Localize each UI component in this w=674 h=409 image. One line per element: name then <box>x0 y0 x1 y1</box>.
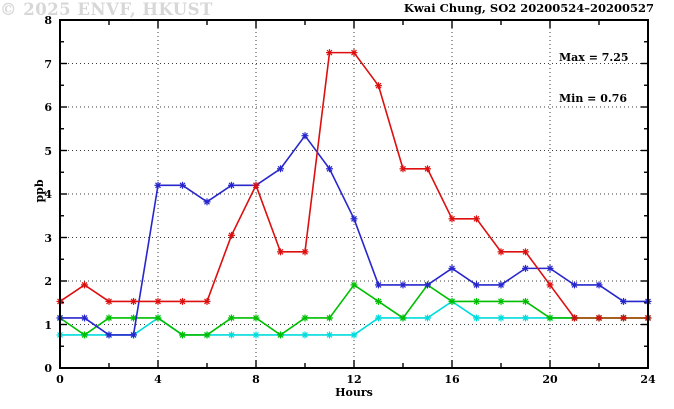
chart-title: Kwai Chung, SO2 20200524–20200527 <box>403 1 654 15</box>
y-tick-label: 0 <box>44 362 52 375</box>
x-tick-label: 20 <box>542 373 558 386</box>
max-min-annotation: Max = 7.25 Min = 0.76 <box>559 24 629 132</box>
y-tick-label: 2 <box>44 275 52 288</box>
watermark: © 2025 ENVF, HKUST <box>0 0 213 19</box>
x-tick-label: 0 <box>56 373 64 386</box>
y-tick-label: 3 <box>44 231 52 245</box>
y-tick-label: 6 <box>44 101 52 114</box>
series-blue-line <box>56 132 652 339</box>
series-overlap-brown <box>571 314 652 322</box>
max-label: Max = 7.25 <box>559 51 629 64</box>
x-tick-label: 4 <box>154 373 162 386</box>
y-tick-label: 4 <box>44 188 52 201</box>
y-tick-label: 7 <box>44 57 52 71</box>
y-tick-label: 5 <box>44 144 52 158</box>
y-tick-label: 1 <box>44 318 52 332</box>
x-tick-label: 12 <box>346 373 362 386</box>
min-label: Min = 0.76 <box>559 91 628 105</box>
x-tick-label: 8 <box>252 373 260 386</box>
x-axis-label: Hours <box>335 386 373 399</box>
y-tick-label: 8 <box>44 14 52 27</box>
plot-frame <box>59 19 649 369</box>
x-tick-label: 16 <box>444 373 460 386</box>
series-green-line <box>56 281 652 339</box>
x-tick-label: 24 <box>640 373 656 386</box>
